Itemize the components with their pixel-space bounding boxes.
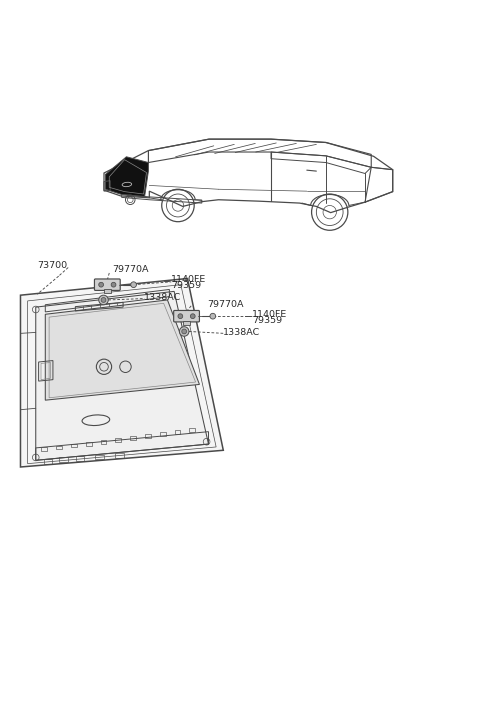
Text: 79770A: 79770A — [113, 266, 149, 274]
Text: 79770A: 79770A — [207, 300, 244, 309]
Polygon shape — [104, 290, 111, 293]
Circle shape — [111, 282, 116, 287]
Circle shape — [178, 313, 183, 319]
Text: 73700: 73700 — [37, 261, 67, 270]
Circle shape — [191, 313, 195, 319]
Polygon shape — [104, 140, 393, 206]
Circle shape — [131, 282, 136, 287]
Text: 1338AC: 1338AC — [223, 328, 261, 337]
Circle shape — [101, 298, 106, 303]
FancyBboxPatch shape — [95, 279, 120, 290]
Circle shape — [210, 313, 216, 319]
Circle shape — [99, 282, 104, 287]
Text: 79359: 79359 — [252, 316, 283, 325]
Polygon shape — [21, 279, 223, 467]
FancyBboxPatch shape — [174, 311, 199, 322]
Polygon shape — [36, 291, 208, 460]
Circle shape — [182, 329, 187, 334]
Polygon shape — [183, 321, 191, 325]
Text: 1140FE: 1140FE — [171, 275, 206, 285]
Polygon shape — [106, 157, 148, 197]
Text: 1338AC: 1338AC — [144, 293, 181, 302]
Circle shape — [99, 295, 108, 305]
Polygon shape — [45, 300, 199, 400]
Circle shape — [180, 327, 189, 336]
Text: 79359: 79359 — [171, 281, 202, 290]
Text: 1140FE: 1140FE — [252, 311, 288, 319]
